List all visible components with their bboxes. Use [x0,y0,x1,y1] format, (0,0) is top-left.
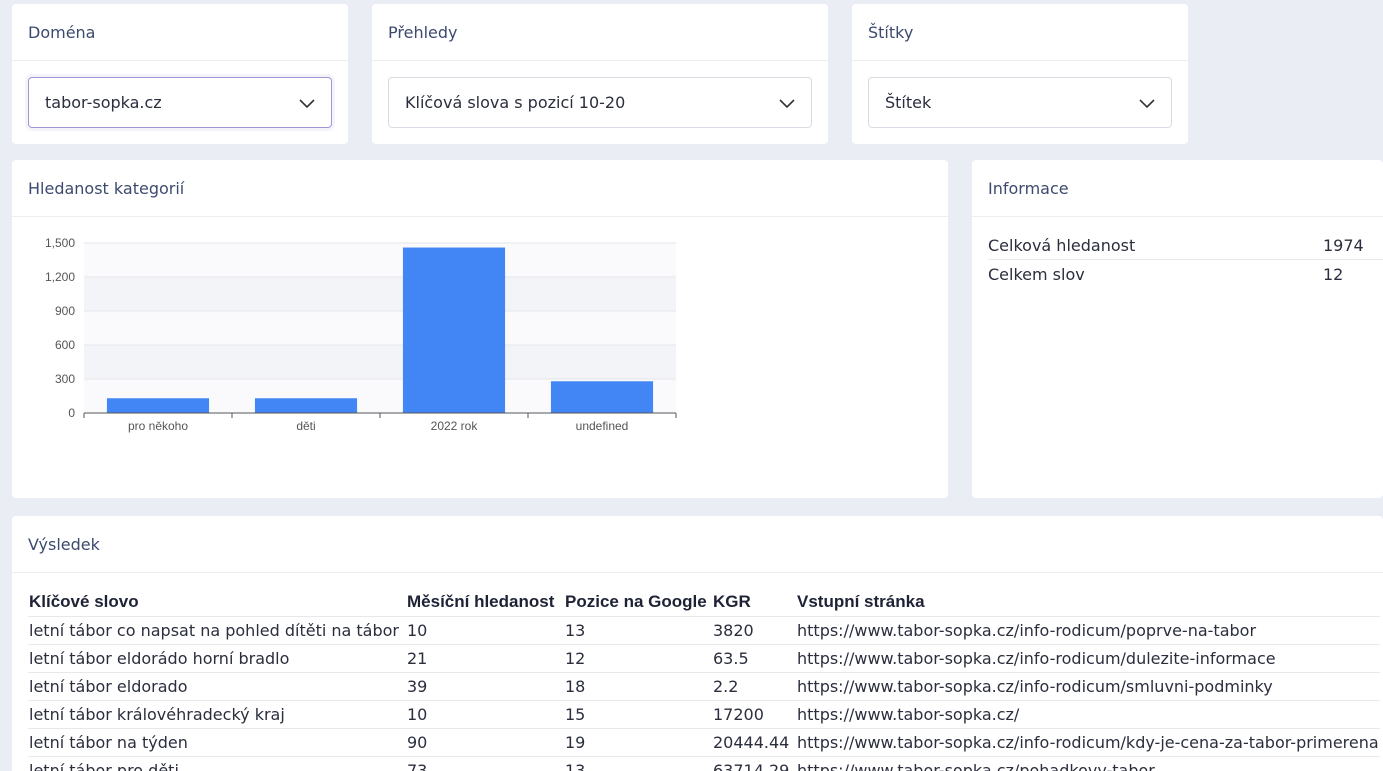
y-tick-label: 900 [55,304,75,318]
keyword-cell: letní tábor na týden [28,728,406,757]
chevron-down-icon [779,99,795,109]
keyword-cell: letní tábor pro děti [28,756,406,771]
info-title: Informace [972,160,1383,217]
position-cell: 18 [564,672,712,701]
position-cell: 15 [564,700,712,729]
landing-page-cell: https://www.tabor-sopka.cz/info-rodicum/… [796,616,1380,645]
tags-filter-title: Štítky [852,4,1188,61]
keyword-cell: letní tábor co napsat na pohled dítěti n… [28,616,406,645]
monthly-search-cell: 10 [406,700,564,729]
chevron-down-icon [1139,99,1155,109]
results-table: Klíčové slovo Měsíční hledanost Pozice n… [28,588,1380,771]
info-card: Informace Celková hledanost 1974 Celkem … [972,160,1383,498]
column-header-keyword[interactable]: Klíčové slovo [28,588,406,617]
table-row: letní tábor eldorado 39 18 2.2 https://w… [28,672,1380,701]
x-tick-label: undefined [576,419,629,433]
monthly-search-cell: 90 [406,728,564,757]
domain-select[interactable]: tabor-sopka.cz [28,77,332,128]
info-value: 1974 [1323,236,1364,255]
y-tick-label: 0 [68,406,75,420]
monthly-search-cell: 39 [406,672,564,701]
keyword-cell: letní tábor eldorado [28,672,406,701]
tags-select[interactable]: Štítek [868,77,1172,128]
overview-filter-title: Přehledy [372,4,828,61]
column-header-kgr[interactable]: KGR [712,588,796,617]
overview-select-value: Klíčová slova s pozicí 10-20 [405,93,626,112]
kgr-cell: 63.5 [712,644,796,673]
y-tick-label: 300 [55,372,75,386]
landing-page-cell: https://www.tabor-sopka.cz/info-rodicum/… [796,672,1380,701]
bar-chart: 1,500 1,200 900 600 300 0 pro někoho děti 2022 r… [45,236,677,433]
bar [550,381,654,413]
table-row: letní tábor eldorádo horní bradlo 21 12 … [28,644,1380,673]
bar [402,247,506,413]
position-cell: 13 [564,756,712,771]
kgr-cell: 3820 [712,616,796,645]
x-tick-label: pro někoho [128,419,188,433]
grid-band [84,311,676,345]
landing-page-cell: https://www.tabor-sopka.cz/pohadkovy-tab… [796,756,1380,771]
kgr-cell: 20444.44 [712,728,796,757]
category-search-chart-card: Hledanost kategorií 1,500 1,200 900 600 300 0… [12,160,948,498]
y-tick-label: 1,200 [45,270,75,284]
table-row: letní tábor královéhradecký kraj 10 15 1… [28,700,1380,729]
position-cell: 19 [564,728,712,757]
grid-band [84,345,676,379]
kgr-cell: 2.2 [712,672,796,701]
monthly-search-cell: 73 [406,756,564,771]
grid-band [84,277,676,311]
landing-page-cell: https://www.tabor-sopka.cz/info-rodicum/… [796,728,1380,757]
info-row-total-search: Celková hledanost 1974 [988,232,1383,260]
y-tick-label: 1,500 [45,236,75,250]
column-header-monthly-search[interactable]: Měsíční hledanost [406,588,564,617]
x-tick-label: 2022 rok [431,419,479,433]
bar [254,398,358,413]
info-label: Celková hledanost [988,236,1136,255]
landing-page-cell: https://www.tabor-sopka.cz/info-rodicum/… [796,644,1380,673]
position-cell: 13 [564,616,712,645]
landing-page-cell: https://www.tabor-sopka.cz/ [796,700,1380,729]
overview-select[interactable]: Klíčová slova s pozicí 10-20 [388,77,812,128]
results-title: Výsledek [12,516,1383,573]
table-row: letní tábor pro děti 73 13 63714.29 http… [28,756,1380,771]
kgr-cell: 17200 [712,700,796,729]
monthly-search-cell: 21 [406,644,564,673]
y-tick-label: 600 [55,338,75,352]
domain-filter-card: Doména tabor-sopka.cz [12,4,348,144]
keyword-cell: letní tábor královéhradecký kraj [28,700,406,729]
grid-band [84,243,676,277]
table-row: letní tábor co napsat na pohled dítěti n… [28,616,1380,645]
domain-filter-title: Doména [12,4,348,61]
info-row-total-words: Celkem slov 12 [988,260,1383,288]
bar [106,398,210,413]
table-row: letní tábor na týden 90 19 20444.44 http… [28,728,1380,757]
monthly-search-cell: 10 [406,616,564,645]
domain-select-value: tabor-sopka.cz [45,93,162,112]
overview-filter-card: Přehledy Klíčová slova s pozicí 10-20 [372,4,828,144]
column-header-landing-page[interactable]: Vstupní stránka [796,588,1380,617]
keyword-cell: letní tábor eldorádo horní bradlo [28,644,406,673]
tags-filter-card: Štítky Štítek [852,4,1188,144]
info-label: Celkem slov [988,264,1085,284]
table-header-row: Klíčové slovo Měsíční hledanost Pozice n… [28,588,1380,617]
chart-title: Hledanost kategorií [12,160,948,217]
tags-select-value: Štítek [885,93,932,112]
x-tick-label: děti [296,419,315,433]
column-header-google-position[interactable]: Pozice na Google [564,588,712,617]
info-value: 12 [1323,264,1344,284]
position-cell: 12 [564,644,712,673]
kgr-cell: 63714.29 [712,756,796,771]
results-card: Výsledek Klíčové slovo Měsíční hledanost… [12,516,1383,771]
chevron-down-icon [299,99,315,109]
